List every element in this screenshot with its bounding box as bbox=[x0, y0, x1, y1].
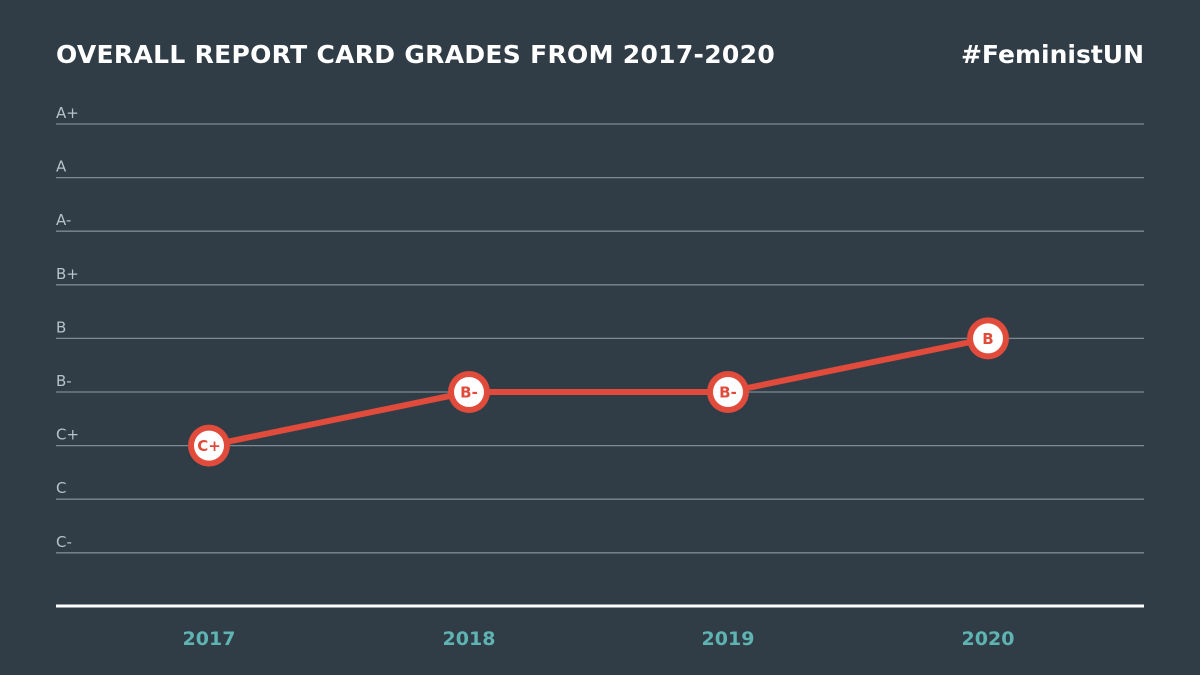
series-line bbox=[206, 335, 991, 449]
y-tick-label: C bbox=[56, 479, 66, 497]
y-tick-label: C+ bbox=[56, 426, 79, 444]
data-label: B- bbox=[460, 384, 478, 402]
data-label: B- bbox=[719, 384, 737, 402]
y-tick-label: B bbox=[56, 318, 66, 336]
y-tick-label: C- bbox=[56, 533, 72, 551]
y-tick-label: A bbox=[56, 158, 67, 176]
x-tick-label: 2017 bbox=[183, 628, 236, 650]
data-point-ring bbox=[713, 377, 743, 407]
data-point-ring bbox=[973, 323, 1003, 354]
x-tick-label: 2018 bbox=[443, 628, 496, 650]
x-tick-label: 2019 bbox=[702, 628, 755, 650]
y-tick-label: A+ bbox=[56, 104, 79, 122]
y-tick-label: A- bbox=[56, 211, 71, 229]
x-tick-label: 2020 bbox=[962, 628, 1015, 650]
data-point-ring bbox=[454, 377, 484, 407]
y-tick-label: B+ bbox=[56, 265, 79, 283]
y-tick-label: B- bbox=[56, 372, 72, 390]
chart-title: OVERALL REPORT CARD GRADES FROM 2017-202… bbox=[56, 40, 776, 69]
data-label: B bbox=[982, 330, 993, 348]
data-point-ring bbox=[194, 430, 224, 461]
data-label: C+ bbox=[197, 437, 221, 455]
hashtag-label: #FeministUN bbox=[960, 40, 1144, 69]
